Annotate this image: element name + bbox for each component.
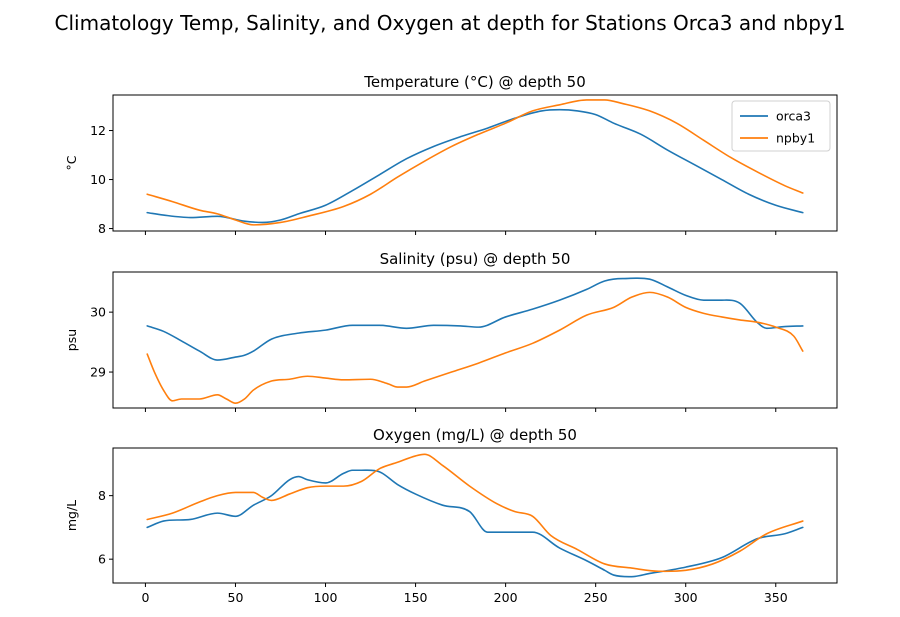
y-axis-label: mg/L: [64, 500, 79, 531]
panel-title: Salinity (psu) @ depth 50: [380, 250, 571, 268]
series-line-orca3: [146, 277, 804, 361]
y-tick-label: 29: [90, 365, 106, 380]
y-tick-label: 8: [98, 221, 106, 236]
axes-frame: [112, 271, 838, 409]
panel-temp: Temperature (°C) @ depth 50 °C 8 10 12 orca3 n…: [64, 73, 838, 236]
legend: orca3 npby1: [731, 100, 831, 152]
x-tick-label: 100: [314, 590, 338, 605]
legend-label-npby1: npby1: [776, 131, 815, 146]
series-line-orca3: [146, 469, 804, 578]
series-line-npby1: [146, 453, 804, 573]
y-tick-label: 8: [98, 488, 106, 503]
x-tick-label: 250: [584, 590, 608, 605]
panel-title: Oxygen (mg/L) @ depth 50: [373, 426, 577, 444]
series-line-orca3: [146, 108, 804, 224]
panels: Temperature (°C) @ depth 50 °C 8 10 12 orca3 n…: [64, 73, 838, 605]
panel-title: Temperature (°C) @ depth 50: [363, 73, 586, 91]
y-tick-label: 12: [90, 123, 106, 138]
figure-suptitle: Climatology Temp, Salinity, and Oxygen a…: [55, 11, 846, 35]
panel-salinity: Salinity (psu) @ depth 50 psu 29 30: [64, 250, 838, 412]
axes-frame: [112, 94, 838, 232]
x-tick-label: 300: [674, 590, 698, 605]
series-line-npby1: [146, 291, 804, 405]
series-line-npby1: [146, 99, 804, 226]
panel-oxygen: Oxygen (mg/L) @ depth 50 mg/L 0 50 100 150 200…: [64, 426, 838, 605]
axes-frame: [112, 447, 838, 584]
x-tick-label: 50: [228, 590, 244, 605]
y-tick-label: 10: [90, 172, 106, 187]
x-tick-label: 350: [764, 590, 788, 605]
x-tick-label: 150: [404, 590, 428, 605]
y-axis-label: °C: [64, 155, 79, 170]
y-tick-label: 6: [98, 552, 106, 567]
y-tick-label: 30: [90, 305, 106, 320]
legend-label-orca3: orca3: [776, 109, 811, 124]
x-tick-label: 200: [494, 590, 518, 605]
y-axis-label: psu: [64, 329, 79, 351]
x-tick-label: 0: [141, 590, 149, 605]
